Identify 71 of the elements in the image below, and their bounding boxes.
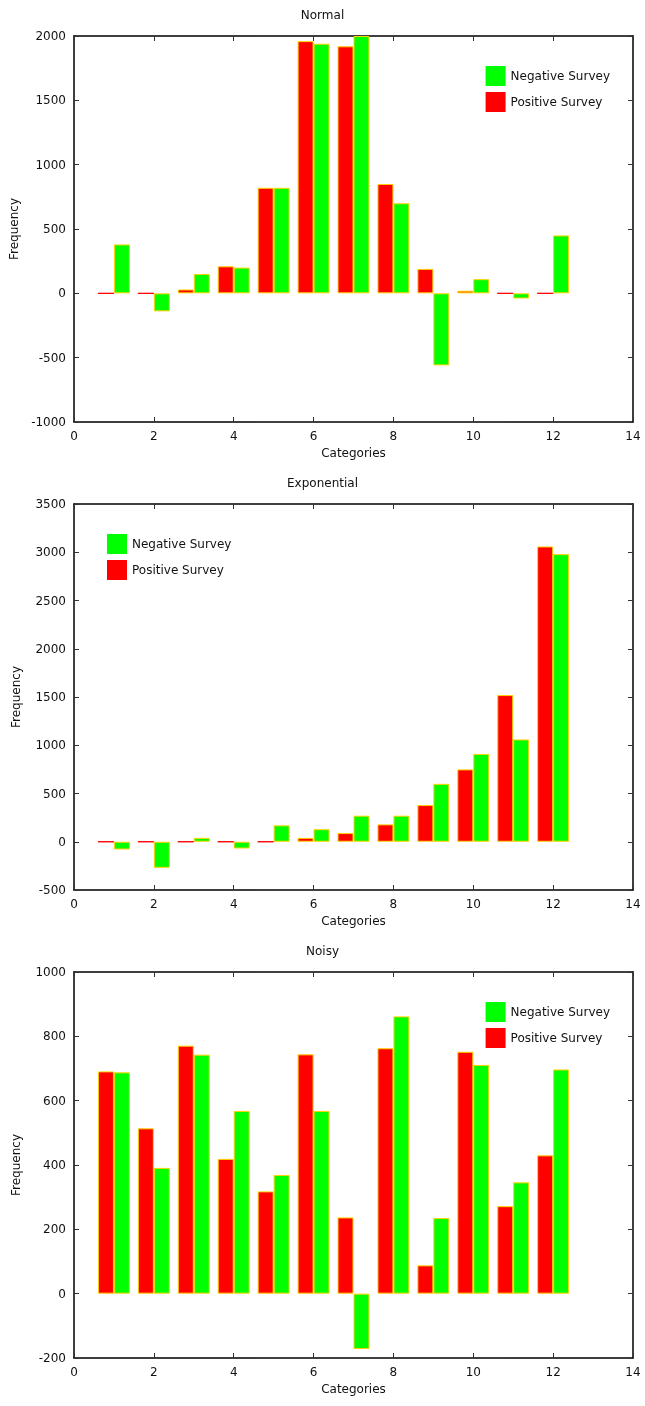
x-tick-label: 2 — [150, 429, 158, 443]
x-axis-title: Categories — [321, 1381, 386, 1396]
x-tick-label: 0 — [70, 1365, 78, 1379]
x-tick-label: 10 — [465, 429, 481, 443]
bar — [193, 837, 210, 842]
y-tick-label: 2500 — [35, 593, 66, 608]
y-tick-label: 0 — [58, 1286, 66, 1301]
legend-label: Positive Survey — [510, 95, 603, 109]
x-tick-label: 4 — [229, 897, 238, 911]
legend-label: Positive Survey — [510, 1031, 603, 1045]
y-axis-title: Frequency — [9, 666, 23, 728]
bar — [553, 235, 570, 294]
x-axis-title: Categories — [321, 445, 386, 460]
x-tick-label: 10 — [465, 897, 481, 911]
y-tick-label: 500 — [43, 222, 66, 236]
x-tick-label: 12 — [545, 897, 561, 911]
y-tick-label: 200 — [43, 1222, 66, 1237]
y-tick-label: 800 — [43, 1029, 66, 1044]
y-tick-label: 0 — [58, 286, 66, 301]
x-tick-label: 2 — [150, 897, 158, 911]
x-tick-label: 8 — [389, 897, 398, 911]
legend-label: Negative Survey — [510, 69, 611, 83]
x-tick-label: 6 — [309, 897, 318, 911]
y-tick-label: 500 — [43, 786, 66, 801]
y-tick-label: -500 — [38, 350, 66, 365]
legend-label: Negative Survey — [510, 1005, 611, 1019]
y-tick-label: 400 — [43, 1158, 66, 1172]
y-tick-label: -1000 — [31, 415, 66, 429]
chart-title: Normal — [300, 8, 345, 22]
y-tick-label: 1000 — [35, 965, 66, 979]
y-tick-label: 1500 — [35, 93, 66, 108]
legend-label: Negative Survey — [132, 537, 232, 551]
x-tick-label: 14 — [625, 897, 641, 911]
x-tick-label: 14 — [625, 429, 641, 443]
y-tick-label: -500 — [38, 883, 66, 897]
bar — [233, 841, 250, 849]
y-axis-title: Frequency — [7, 198, 22, 260]
x-tick-label: 0 — [70, 429, 78, 443]
legend-label: Positive Survey — [132, 563, 224, 577]
x-tick-label: 8 — [389, 429, 398, 443]
x-tick-label: 8 — [389, 1365, 398, 1379]
x-tick-label: 2 — [150, 1365, 158, 1379]
y-tick-label: 600 — [43, 1093, 66, 1108]
y-axis-title: Frequency — [9, 1134, 23, 1196]
bar — [153, 841, 170, 868]
y-tick-label: 2000 — [35, 641, 66, 656]
y-tick-label: 1000 — [35, 157, 66, 172]
x-tick-label: 6 — [309, 429, 318, 443]
x-tick-label: 12 — [545, 429, 561, 443]
x-axis-title: Categories — [321, 913, 386, 928]
chart-title: Noisy — [305, 944, 340, 958]
bar — [113, 244, 130, 294]
x-tick-label: 4 — [229, 429, 238, 443]
x-tick-label: 14 — [625, 1365, 641, 1379]
bar — [113, 841, 130, 850]
bar — [513, 293, 530, 299]
y-tick-label: 3000 — [35, 545, 66, 560]
y-tick-label: 1500 — [35, 690, 66, 704]
y-tick-label: 3500 — [35, 497, 66, 511]
x-tick-label: 10 — [465, 1365, 481, 1379]
y-tick-label: 1000 — [35, 738, 66, 753]
x-tick-label: 6 — [309, 1365, 318, 1379]
chart-title: Exponential — [287, 476, 358, 490]
bar — [153, 293, 170, 312]
x-tick-label: 4 — [229, 1365, 238, 1379]
y-tick-label: 0 — [58, 834, 66, 849]
bar — [273, 825, 290, 842]
y-tick-label: -200 — [38, 1351, 66, 1365]
x-tick-label: 12 — [545, 1365, 561, 1379]
y-tick-label: 2000 — [35, 29, 66, 43]
x-tick-label: 0 — [70, 897, 78, 911]
